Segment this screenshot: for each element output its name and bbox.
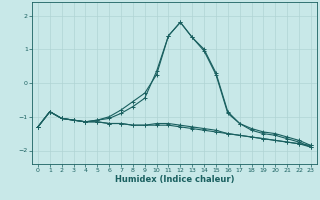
X-axis label: Humidex (Indice chaleur): Humidex (Indice chaleur) (115, 175, 234, 184)
